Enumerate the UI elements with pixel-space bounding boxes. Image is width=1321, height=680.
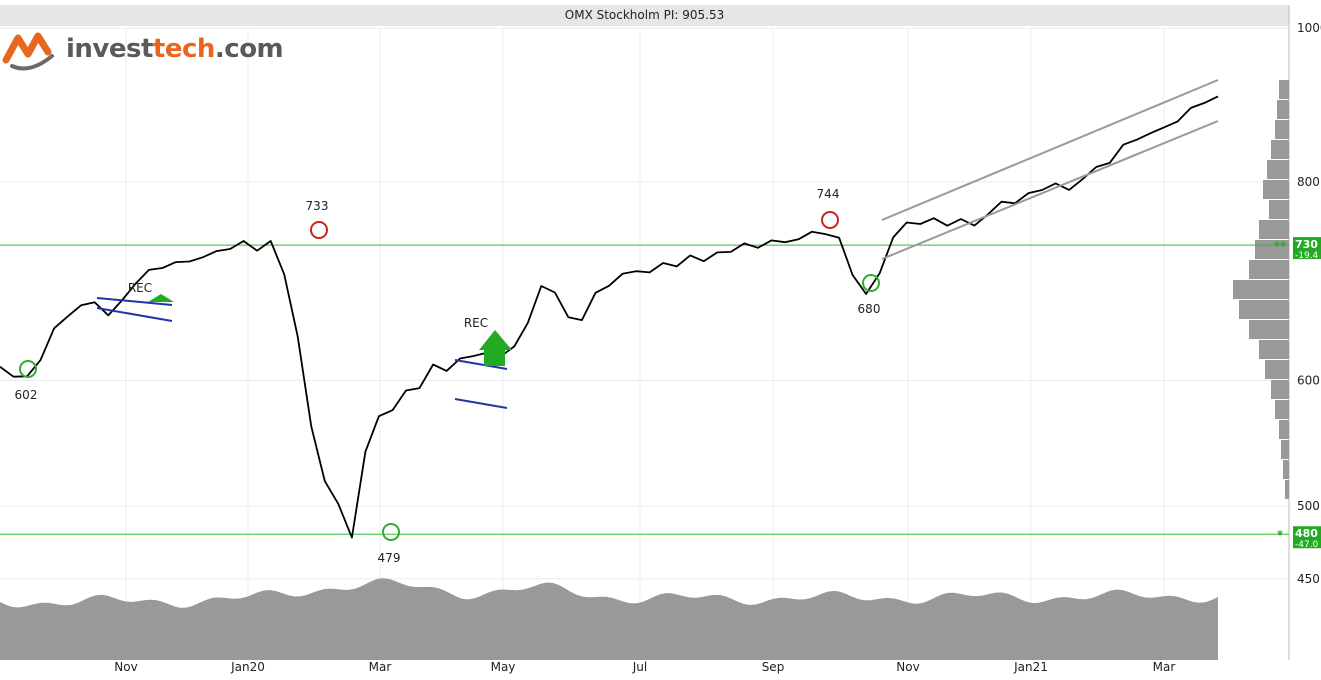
- title-bar: [0, 5, 1289, 26]
- histogram-bar: [1249, 320, 1289, 339]
- extreme-label: 602: [15, 388, 38, 402]
- support-marker: *: [1277, 528, 1284, 542]
- investtech-logo-icon: [2, 32, 54, 71]
- y-tick-label: 800: [1297, 175, 1320, 189]
- support-label-box: [1293, 526, 1321, 549]
- support-marker: **: [1274, 239, 1287, 253]
- rec-pattern-bottom: [454, 398, 508, 409]
- histogram-bar: [1277, 100, 1289, 119]
- support-label: 480: [1295, 527, 1318, 540]
- y-tick-label: 500: [1297, 499, 1320, 513]
- histogram-bar: [1283, 460, 1289, 479]
- x-tick-label: May: [491, 660, 516, 674]
- histogram-bar: [1271, 380, 1289, 399]
- histogram-bar: [1267, 160, 1289, 179]
- x-tick-label: Nov: [114, 660, 137, 674]
- channel-upper: [881, 79, 1219, 221]
- y-tick-label: 600: [1297, 373, 1320, 387]
- bottom-marker: [382, 523, 400, 541]
- up-arrow-icon: [479, 330, 512, 366]
- extreme-label: 733: [306, 199, 329, 213]
- x-tick-label: Mar: [1153, 660, 1176, 674]
- volume-area: [0, 578, 1218, 660]
- histogram-bar: [1279, 80, 1289, 99]
- histogram-bar: [1271, 140, 1289, 159]
- bottom-marker: [19, 360, 37, 378]
- rec-pattern-bottom: [96, 307, 173, 322]
- histogram-bar: [1275, 400, 1289, 419]
- histogram-bar: [1269, 200, 1289, 219]
- support-change: -19.4: [1295, 251, 1319, 261]
- rec-pattern-top: [454, 359, 508, 370]
- extreme-label: 479: [378, 551, 401, 565]
- pattern-label: REC: [464, 316, 488, 330]
- x-tick-label: Nov: [896, 660, 919, 674]
- histogram-bar: [1239, 300, 1289, 319]
- histogram-bar: [1249, 260, 1289, 279]
- x-tick-label: Jul: [632, 660, 647, 674]
- x-tick-label: Jan20: [230, 660, 265, 674]
- y-tick-label: 450: [1297, 572, 1320, 586]
- x-tick-label: Jan21: [1013, 660, 1048, 674]
- top-marker: [310, 221, 328, 239]
- histogram-bar: [1265, 360, 1289, 379]
- support-label-box: [1293, 237, 1321, 260]
- investtech-logo: investtech.com: [0, 26, 284, 76]
- histogram-bar: [1285, 480, 1289, 499]
- support-change: -47.0: [1295, 540, 1319, 550]
- top-marker: [821, 211, 839, 229]
- x-tick-label: Mar: [369, 660, 392, 674]
- histogram-bar: [1281, 440, 1289, 459]
- price-line: [0, 95, 1219, 539]
- extreme-label: 680: [858, 302, 881, 316]
- y-tick-label: 1000: [1297, 21, 1321, 35]
- histogram-bar: [1279, 420, 1289, 439]
- investtech-logo-text: investtech.com: [66, 34, 284, 64]
- histogram-bar: [1259, 340, 1289, 359]
- x-tick-label: Sep: [762, 660, 785, 674]
- channel-lower: [881, 120, 1219, 260]
- chart-title: OMX Stockholm PI: 905.53: [565, 8, 724, 22]
- pattern-label: REC: [128, 281, 152, 295]
- histogram-bar: [1259, 220, 1289, 239]
- rec-pattern-top: [96, 297, 173, 306]
- histogram-bar: [1263, 180, 1289, 199]
- up-arrow-icon: [148, 294, 174, 302]
- histogram-bar: [1233, 280, 1289, 299]
- histogram-bar: [1275, 120, 1289, 139]
- bottom-marker: [862, 274, 880, 292]
- volume-histogram: [1233, 80, 1289, 499]
- extreme-label: 744: [817, 187, 840, 201]
- support-label: 730: [1295, 238, 1318, 251]
